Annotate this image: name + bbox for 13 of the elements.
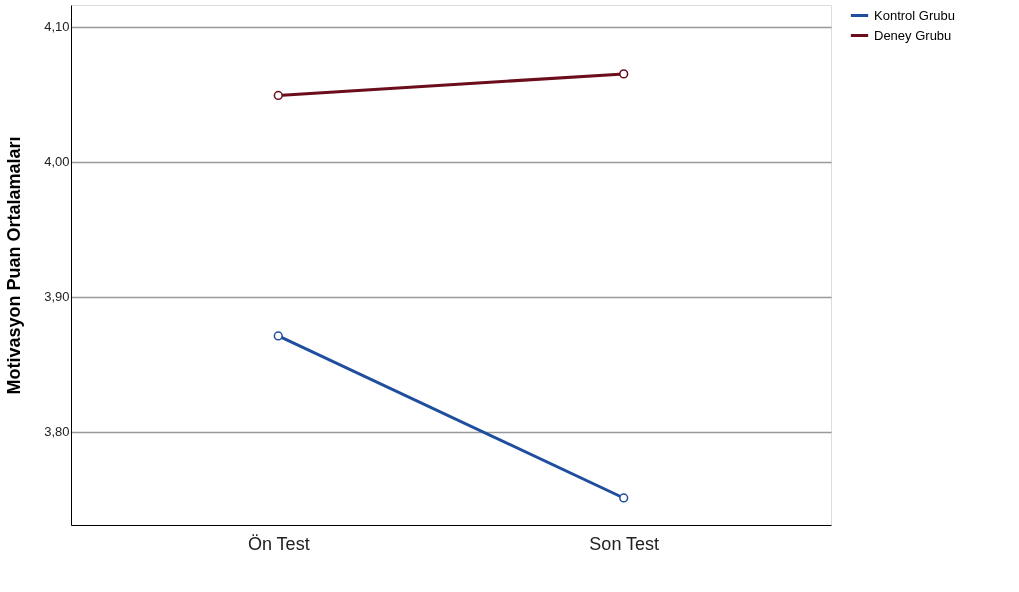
y-tick-label: 3,80 bbox=[44, 424, 70, 440]
point bbox=[273, 90, 283, 101]
point bbox=[273, 331, 283, 341]
point bbox=[619, 69, 629, 79]
x-tick-label: Ön Test bbox=[247, 533, 310, 554]
y-tick-label: 4,00 bbox=[44, 154, 70, 170]
y-tick-label: 4,10 bbox=[44, 19, 70, 35]
x-tick-label: Son Test bbox=[589, 533, 660, 554]
y-axis-title: Motivasyon Puan Ortalamaları bbox=[4, 136, 25, 395]
point bbox=[619, 493, 629, 503]
y-tick-label: 3,90 bbox=[44, 289, 70, 305]
legend-label: Kontrol Grubu bbox=[874, 7, 955, 23]
legend-label: Deney Grubu bbox=[874, 27, 952, 43]
